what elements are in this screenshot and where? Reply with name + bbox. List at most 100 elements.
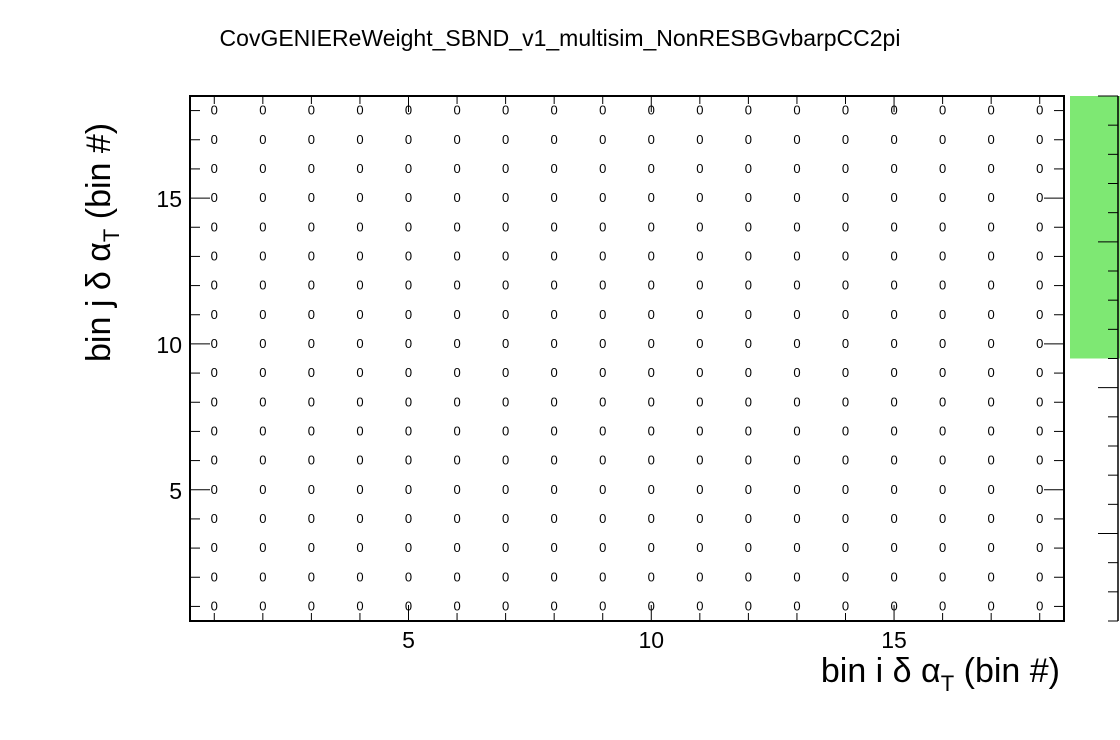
cell-value-label: 0 [405,248,412,263]
cell-value-label: 0 [551,248,558,263]
cell-value-label: 0 [308,453,315,468]
cell-value-label: 0 [599,219,606,234]
cell-value-label: 0 [308,569,315,584]
cell-value-label: 0 [599,598,606,613]
cell-value-label: 0 [842,132,849,147]
cell-value-label: 0 [308,598,315,613]
cell-value-label: 0 [648,394,655,409]
cell-value-label: 0 [939,307,946,322]
cell-value-label: 0 [551,453,558,468]
cell-value-label: 0 [696,511,703,526]
cell-value-label: 0 [939,132,946,147]
y-axis-label: bin j δ αT (bin #) [80,123,124,362]
cell-value-label: 0 [599,365,606,380]
cell-value-label: 0 [1036,482,1043,497]
cell-value-label: 0 [939,219,946,234]
cell-value-label: 0 [988,540,995,555]
chart-title: CovGENIEReWeight_SBND_v1_multisim_NonRES… [220,25,901,51]
cell-value-label: 0 [405,511,412,526]
cell-value-label: 0 [599,307,606,322]
cell-value-label: 0 [1036,365,1043,380]
cell-value-label: 0 [453,482,460,497]
cell-value-label: 0 [1036,278,1043,293]
cell-value-label: 0 [988,161,995,176]
cell-value-label: 0 [890,540,897,555]
cell-value-label: 0 [453,336,460,351]
palette-ticks [1098,95,1118,622]
y-tick-label: 10 [156,332,182,358]
cell-value-label: 0 [745,482,752,497]
cell-value-label: 0 [1036,511,1043,526]
cell-value-label: 0 [696,103,703,118]
cell-value-label: 0 [939,482,946,497]
cell-value-label: 0 [696,453,703,468]
cell-value-label: 0 [988,394,995,409]
cell-value-label: 0 [599,540,606,555]
cell-value-label: 0 [842,423,849,438]
cell-value-label: 0 [1036,423,1043,438]
cell-value-label: 0 [356,161,363,176]
cell-value-label: 0 [551,511,558,526]
cell-value-label: 0 [259,132,266,147]
cell-value-label: 0 [599,336,606,351]
x-tick-label: 10 [638,627,664,653]
cell-value-label: 0 [551,219,558,234]
cell-value-label: 0 [211,307,218,322]
cell-value-label: 0 [405,394,412,409]
cell-value-label: 0 [988,132,995,147]
y-axis-label-subscript: T [99,229,124,242]
cell-value-label: 0 [939,190,946,205]
cell-value-label: 0 [745,453,752,468]
y-axis-label-tail: (bin #) [80,123,118,229]
cell-value-label: 0 [599,482,606,497]
cell-value-label: 0 [551,365,558,380]
cell-value-label: 0 [502,423,509,438]
cell-value-label: 0 [1036,190,1043,205]
cell-value-label: 0 [939,336,946,351]
cell-value-label: 0 [890,365,897,380]
cell-value-label: 0 [308,394,315,409]
cell-value-label: 0 [1036,569,1043,584]
cell-value-label: 0 [842,336,849,351]
cell-value-label: 0 [356,453,363,468]
cell-value-label: 0 [599,511,606,526]
cell-value-label: 0 [259,598,266,613]
cell-value-label: 0 [405,132,412,147]
cell-value-label: 0 [939,511,946,526]
cell-value-label: 0 [599,569,606,584]
cell-value-label: 0 [793,365,800,380]
y-tick-label: 5 [169,478,182,504]
cell-value-label: 0 [551,394,558,409]
cell-value-label: 0 [696,307,703,322]
cell-value-label: 0 [939,423,946,438]
cell-value-label: 0 [1036,132,1043,147]
cell-value-label: 0 [696,394,703,409]
cell-value-label: 0 [259,248,266,263]
cell-value-label: 0 [308,511,315,526]
cell-value-label: 0 [453,598,460,613]
cell-value-label: 0 [211,365,218,380]
cell-value-label: 0 [405,482,412,497]
cell-value-label: 0 [308,365,315,380]
cell-value-label: 0 [551,423,558,438]
cell-value-label: 0 [988,278,995,293]
cell-value-label: 0 [696,248,703,263]
cell-value-label: 0 [453,307,460,322]
cell-value-label: 0 [890,132,897,147]
cell-value-label: 0 [939,103,946,118]
cell-value-label: 0 [745,278,752,293]
cell-value-label: 0 [551,482,558,497]
cell-value-label: 0 [793,394,800,409]
cell-value-label: 0 [502,190,509,205]
cell-labels: 0 0 0 0 0 0 0 0 0 0 0 0 0 0 0 0 0 0 0 0 0 0 0 0 0 0 0 0 0 0 0 0 0 0 0 0 0 0 0 0… [211,103,1044,614]
cell-value-label: 0 [890,569,897,584]
cell-value-label: 0 [405,569,412,584]
cell-value-label: 0 [551,540,558,555]
cell-value-label: 0 [502,598,509,613]
cell-value-label: 0 [793,569,800,584]
cell-value-label: 0 [502,161,509,176]
cell-value-label: 0 [599,394,606,409]
cell-value-label: 0 [890,161,897,176]
cell-value-label: 0 [988,453,995,468]
